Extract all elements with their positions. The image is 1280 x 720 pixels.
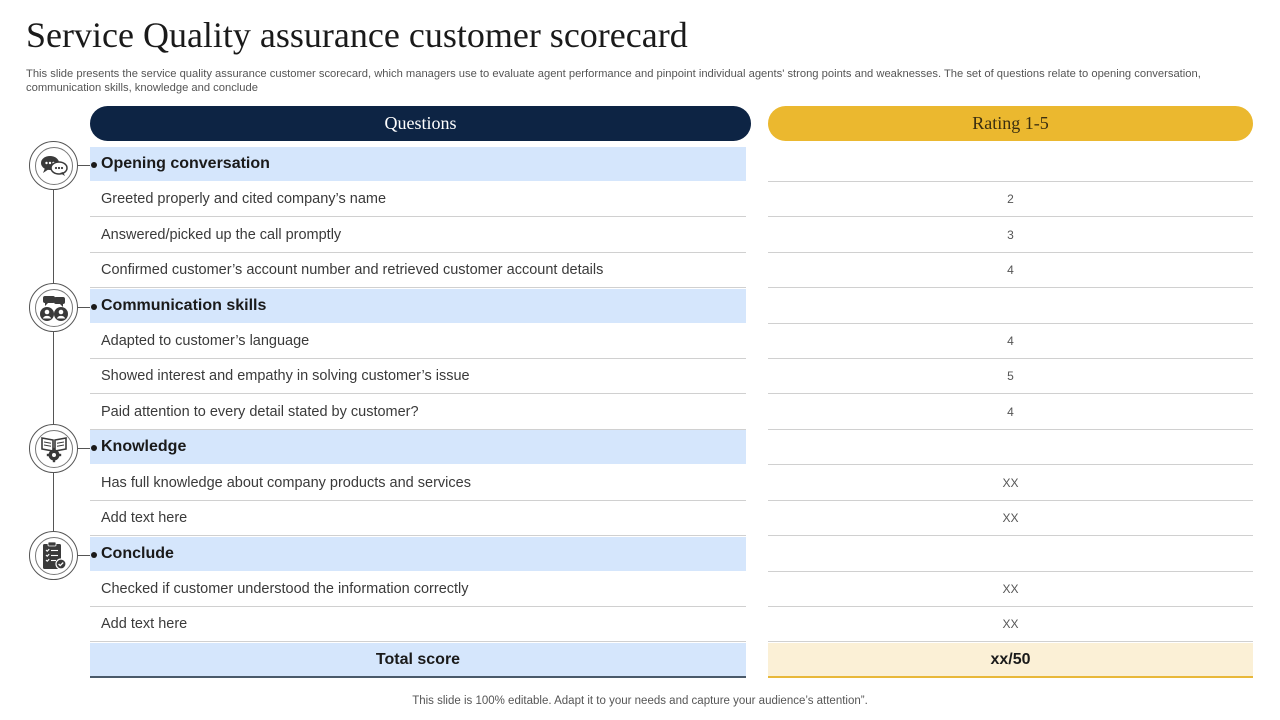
rating-cell	[768, 430, 1253, 465]
section-row-communication: Communication skills	[90, 289, 746, 324]
page-title: Service Quality assurance customer score…	[26, 15, 688, 55]
total-score-label: Total score	[90, 643, 746, 678]
section-row-opening: Opening conversation	[90, 147, 746, 182]
timeline-line	[53, 165, 54, 555]
question-row: Add text here	[90, 501, 746, 536]
question-row: Greeted properly and cited company’s nam…	[90, 182, 746, 217]
timeline-connector	[76, 165, 94, 166]
chat-bubbles-icon	[29, 141, 78, 190]
rating-cell: 5	[768, 359, 1253, 394]
question-row: Showed interest and empathy in solving c…	[90, 359, 746, 394]
rating-header: Rating 1-5	[768, 106, 1253, 141]
section-bullet	[91, 304, 97, 310]
rating-cell: 4	[768, 324, 1253, 359]
rating-cell: 4	[768, 395, 1253, 430]
book-gear-icon	[29, 424, 78, 473]
section-bullet	[91, 162, 97, 168]
questions-header: Questions	[90, 106, 751, 141]
rating-cell	[768, 289, 1253, 324]
question-row: Answered/picked up the call promptly	[90, 218, 746, 253]
checklist-clipboard-icon	[29, 531, 78, 580]
rating-cell: XX	[768, 607, 1253, 642]
rating-cell: 4	[768, 253, 1253, 288]
rating-cell: XX	[768, 572, 1253, 607]
question-row: Adapted to customer’s language	[90, 324, 746, 359]
timeline-connector	[76, 555, 94, 556]
question-row: Checked if customer understood the infor…	[90, 572, 746, 607]
rating-cell: 3	[768, 218, 1253, 253]
rating-cell	[768, 147, 1253, 182]
rating-cell: XX	[768, 466, 1253, 501]
footer-note: This slide is 100% editable. Adapt it to…	[412, 695, 868, 707]
people-talking-icon	[29, 283, 78, 332]
timeline-connector	[76, 307, 94, 308]
page-subtitle: This slide presents the service quality …	[26, 68, 1201, 94]
timeline-connector	[76, 448, 94, 449]
rating-cell: XX	[768, 501, 1253, 536]
rating-cell: 2	[768, 182, 1253, 217]
question-row: Add text here	[90, 607, 746, 642]
section-bullet	[91, 552, 97, 558]
question-row: Has full knowledge about company product…	[90, 466, 746, 501]
section-row-conclude: Conclude	[90, 537, 746, 572]
question-row: Confirmed customer’s account number and …	[90, 253, 746, 288]
section-bullet	[91, 445, 97, 451]
rating-cell	[768, 537, 1253, 572]
total-score-value: xx/50	[768, 643, 1253, 678]
section-row-knowledge: Knowledge	[90, 430, 746, 465]
question-row: Paid attention to every detail stated by…	[90, 395, 746, 430]
